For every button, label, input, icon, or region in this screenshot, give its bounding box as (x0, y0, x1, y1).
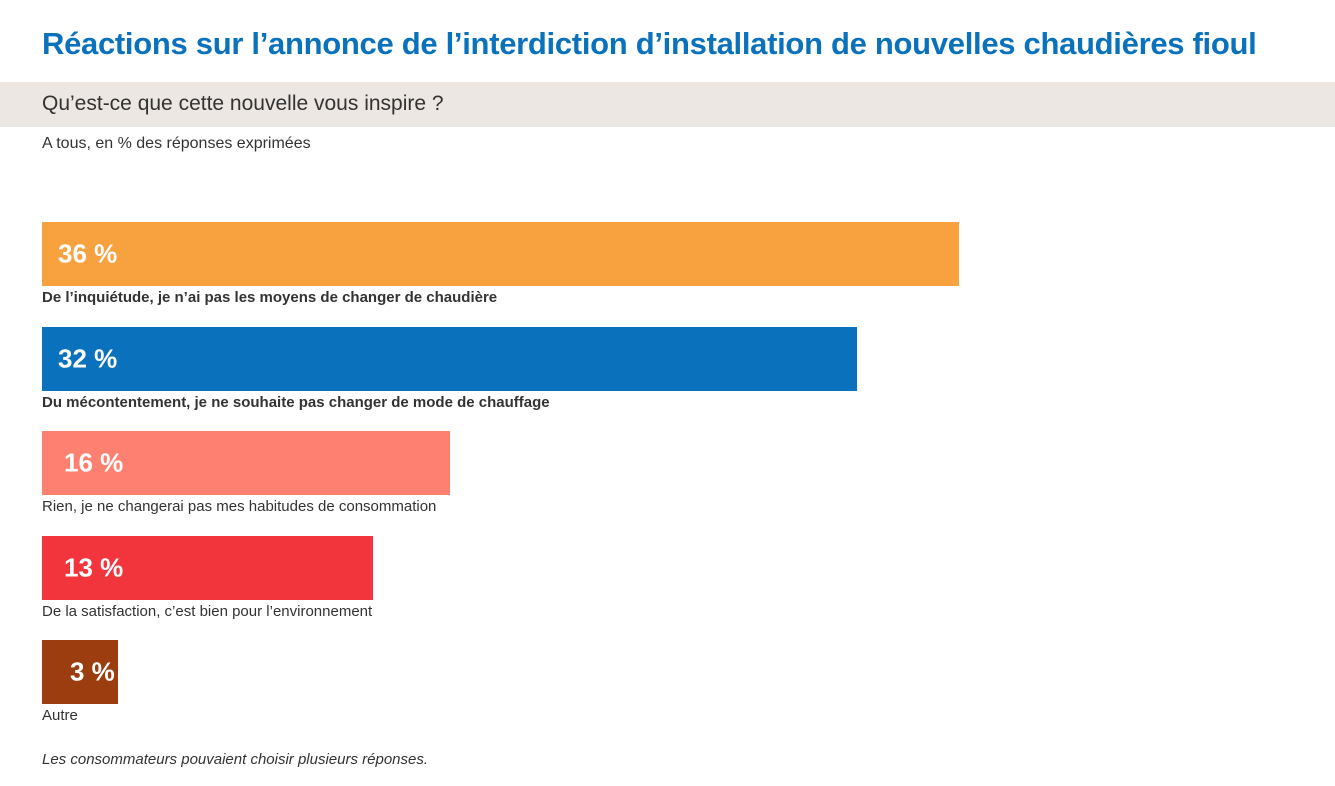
question-band (0, 82, 1335, 127)
category-label: Autre (42, 707, 78, 724)
bar-value-label: 13 % (64, 552, 124, 582)
category-label: De l’inquiétude, je n’ai pas les moyens … (42, 289, 498, 306)
bar-value-label: 36 % (58, 238, 118, 269)
chart-title: Réactions sur l’annonce de l’interdictio… (42, 26, 1257, 61)
bar: 32 % (42, 326, 857, 391)
chart-subtitle: Qu’est-ce que cette nouvelle vous inspir… (42, 92, 444, 115)
bar-value-label: 16 % (64, 447, 124, 478)
bar: 36 % (42, 222, 959, 286)
category-label: Rien, je ne changerai pas mes habitudes … (42, 498, 437, 515)
footnote: Les consommateurs pouvaient choisir plus… (42, 751, 429, 768)
bar: 13 % (42, 535, 373, 600)
bar: 16 % (42, 431, 450, 495)
chart-base-note: A tous, en % des réponses exprimées (42, 135, 311, 152)
bar-value-label: 3 % (70, 656, 115, 687)
category-label: De la satisfaction, c’est bien pour l’en… (42, 602, 373, 620)
category-label: Du mécontentement, je ne souhaite pas ch… (42, 393, 550, 411)
bar-value-label: 32 % (58, 343, 118, 373)
bar: 3 % (42, 640, 118, 704)
